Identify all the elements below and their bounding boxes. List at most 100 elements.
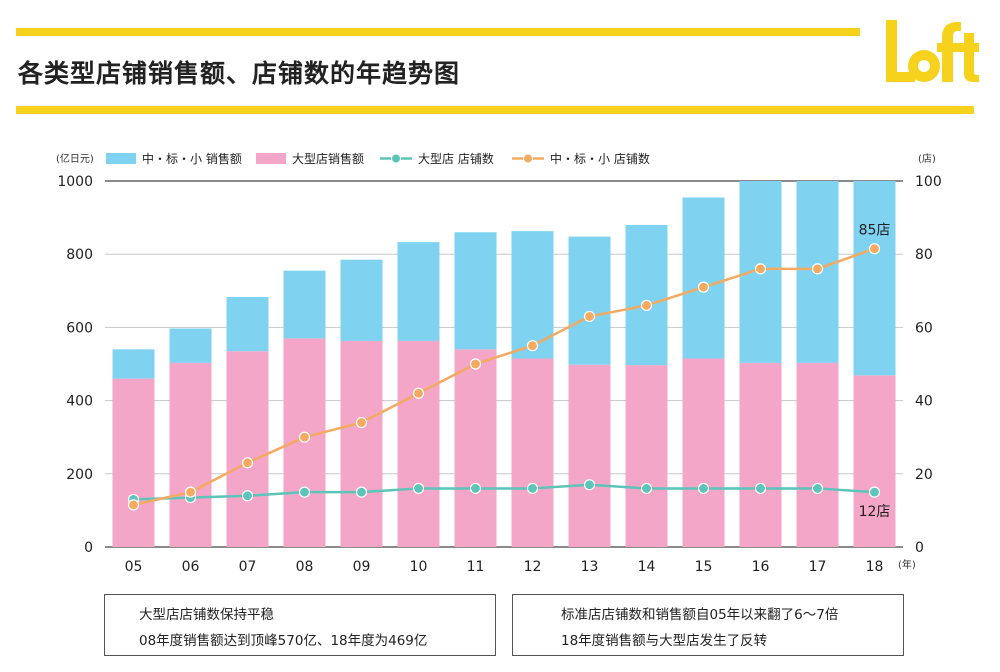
note-left-line2: 08年度销售额达到顶峰570亿、18年度为469亿 xyxy=(139,633,428,649)
bar-large-sales xyxy=(169,362,212,547)
y-left-tick-label: 0 xyxy=(84,540,93,556)
point-large-stores xyxy=(583,479,596,491)
header-accent-bar-bottom xyxy=(16,106,974,114)
bar-small-sales xyxy=(568,236,611,365)
x-tick-label: 18 xyxy=(866,559,884,575)
note-box-large-stores: 大型店店铺数保持平稳 08年度销售额达到顶峰570亿、18年度为469亿 xyxy=(104,594,496,656)
note-left-line1: 大型店店铺数保持平稳 xyxy=(139,607,274,623)
legend-marker-large-stores xyxy=(391,153,401,164)
x-tick-label: 09 xyxy=(353,559,371,575)
bar-small-sales xyxy=(397,242,440,341)
line-large-stores xyxy=(133,483,875,501)
x-tick-label: 11 xyxy=(467,559,485,575)
bar-small-sales xyxy=(283,270,326,339)
bar-small-sales xyxy=(112,349,155,379)
y-right-tick-label: 20 xyxy=(915,467,933,483)
header-accent-bar-top xyxy=(16,28,860,36)
x-tick-label: 17 xyxy=(809,559,827,575)
x-tick-label: 12 xyxy=(524,559,542,575)
x-tick-label: 05 xyxy=(125,559,143,575)
x-tick-label: 10 xyxy=(410,559,428,575)
bars xyxy=(112,181,896,547)
annotation-label: 12店 xyxy=(859,504,891,520)
bar-large-sales xyxy=(340,340,383,547)
y-left-tick-label: 400 xyxy=(66,394,93,410)
bar-large-sales xyxy=(625,365,668,547)
y-left-tick-label: 200 xyxy=(66,467,93,483)
point-large-stores xyxy=(754,482,767,495)
legend-label-small-stores: 中・标・小 店铺数 xyxy=(550,151,650,166)
bar-large-sales xyxy=(853,375,896,547)
point-small-stores xyxy=(355,416,368,429)
point-small-stores xyxy=(526,340,539,352)
y-right-tick-label: 40 xyxy=(915,394,933,410)
page-title: 各类型店铺销售额、店铺数的年趋势图 xyxy=(18,59,461,88)
bar-small-sales xyxy=(340,259,383,341)
point-small-stores xyxy=(640,299,653,312)
x-tick-label: 07 xyxy=(239,559,257,575)
point-large-stores xyxy=(412,482,425,495)
point-large-stores xyxy=(355,486,368,498)
axis-labels: 0 200 400 600 800 1000 0 20 40 60 80 100 05 06 07 08 09 1… xyxy=(57,174,941,575)
point-small-stores xyxy=(184,486,197,498)
point-small-stores xyxy=(298,431,311,443)
legend-label-large-stores: 大型店 店铺数 xyxy=(418,151,494,166)
point-large-stores xyxy=(640,482,653,495)
point-large-stores xyxy=(811,482,824,495)
lines xyxy=(127,243,881,511)
x-tick-label: 13 xyxy=(581,559,599,575)
y-left-tick-label: 800 xyxy=(66,247,93,263)
bar-large-sales xyxy=(112,378,155,547)
x-tick-label: 06 xyxy=(182,559,200,575)
sales-store-chart: 中・标・小 销售额 大型店销售额 大型店 店铺数 中・标・小 店铺数 (亿日元)… xyxy=(56,151,942,575)
y-left-tick-label: 1000 xyxy=(57,174,93,190)
x-unit: (年) xyxy=(898,558,916,571)
bar-small-sales xyxy=(682,197,725,359)
point-small-stores xyxy=(241,457,254,469)
bar-large-sales xyxy=(568,364,611,547)
point-small-stores xyxy=(868,243,881,255)
bar-large-sales xyxy=(511,358,554,547)
y-right-tick-label: 100 xyxy=(915,174,942,190)
point-small-stores xyxy=(811,263,824,275)
bar-small-sales xyxy=(853,181,896,376)
point-large-stores xyxy=(298,486,311,498)
y-left-tick-label: 600 xyxy=(66,320,93,336)
note-right-line2: 18年度销售额与大型店发生了反转 xyxy=(561,633,768,649)
bar-large-sales xyxy=(682,358,725,547)
legend-swatch-small-sales xyxy=(106,153,136,164)
point-large-stores xyxy=(469,482,482,495)
bar-small-sales xyxy=(226,297,269,352)
bar-small-sales xyxy=(454,232,497,350)
point-small-stores xyxy=(697,281,710,293)
bar-large-sales xyxy=(226,351,269,547)
legend-swatch-large-sales xyxy=(256,153,286,164)
bar-large-sales xyxy=(454,349,497,547)
loft-logo xyxy=(886,20,979,82)
point-small-stores xyxy=(754,263,767,275)
bar-large-sales xyxy=(796,362,839,547)
point-large-stores xyxy=(241,490,254,502)
note-right-line1: 标准店店铺数和销售额自05年以来翻了6～7倍 xyxy=(561,607,839,623)
bar-small-sales xyxy=(169,328,212,363)
y-right-unit: (店) xyxy=(918,152,936,165)
y-left-unit: (亿日元) xyxy=(56,152,94,165)
x-tick-label: 08 xyxy=(296,559,314,575)
point-large-stores xyxy=(868,486,881,498)
note-box-standard-stores: 标准店店铺数和销售额自05年以来翻了6～7倍 18年度销售额与大型店发生了反转 xyxy=(512,594,904,656)
x-tick-label: 14 xyxy=(638,559,656,575)
y-right-tick-label: 80 xyxy=(915,247,933,263)
point-large-stores xyxy=(697,482,710,495)
point-small-stores xyxy=(583,310,596,323)
point-small-stores xyxy=(412,387,425,399)
point-small-stores xyxy=(469,358,482,370)
legend-marker-small-stores xyxy=(523,153,533,164)
bar-small-sales xyxy=(625,224,668,366)
annotation-label: 85店 xyxy=(859,223,891,239)
x-tick-label: 15 xyxy=(695,559,713,575)
legend: 中・标・小 销售额 大型店销售额 大型店 店铺数 中・标・小 店铺数 xyxy=(106,151,650,166)
x-tick-label: 16 xyxy=(752,559,770,575)
grid xyxy=(105,180,903,548)
y-right-tick-label: 60 xyxy=(915,320,933,336)
legend-label-small-sales: 中・标・小 销售额 xyxy=(142,151,242,166)
